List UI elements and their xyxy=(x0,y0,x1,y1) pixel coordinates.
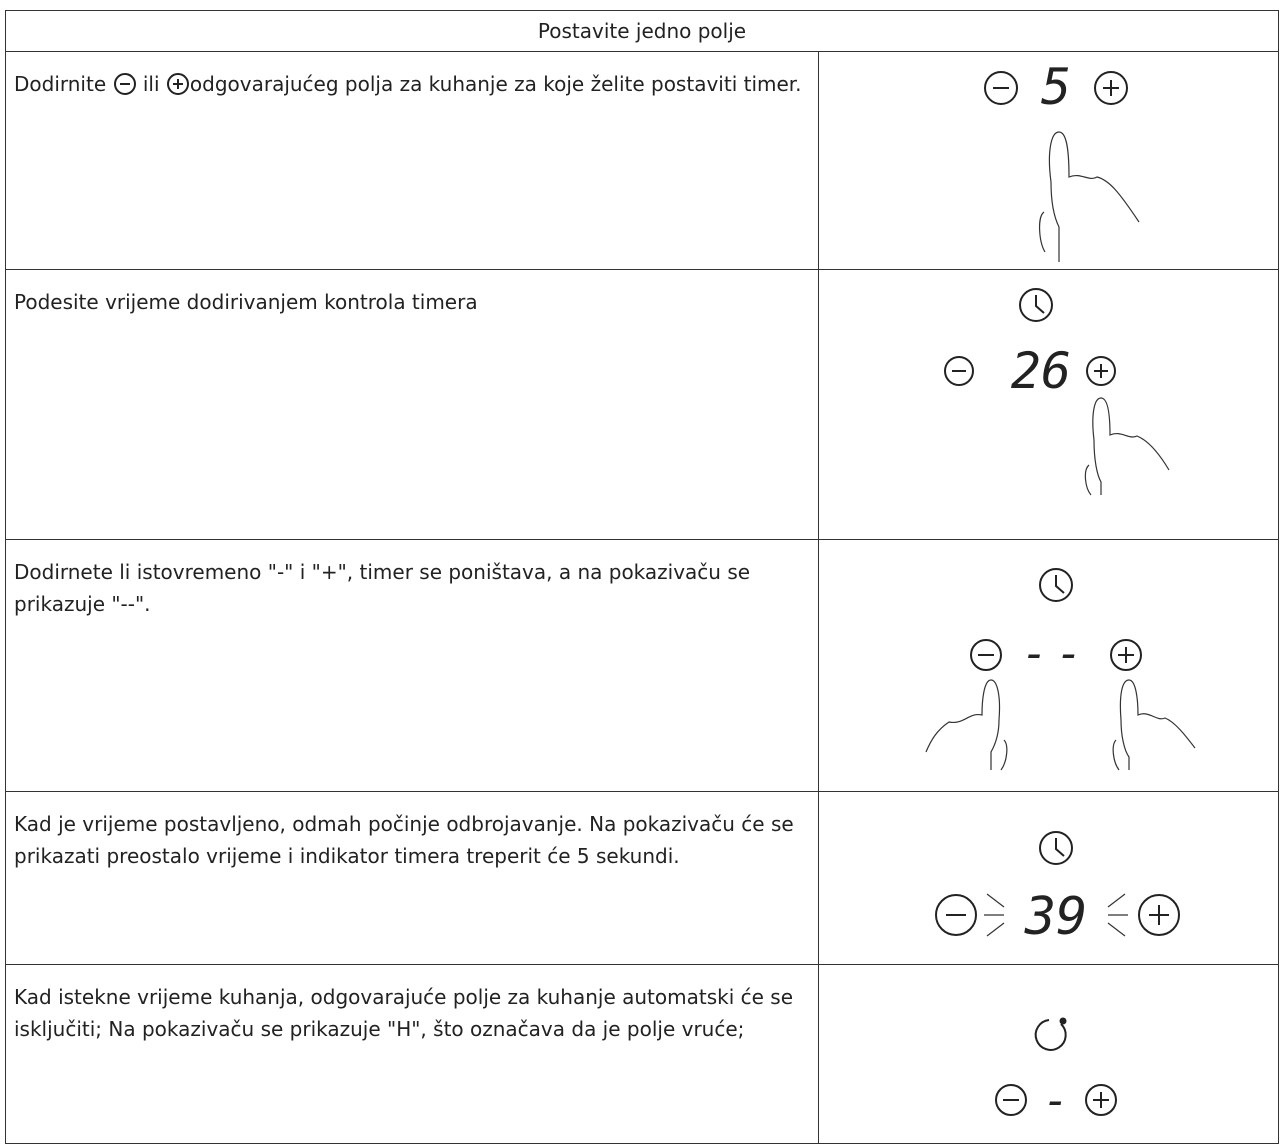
row-text: Kad istekne vrijeme kuhanja, odgovarajuć… xyxy=(5,964,819,1144)
row: Podesite vrijeme dodirivanjem kontrola t… xyxy=(5,269,1279,540)
timer-icon xyxy=(1039,831,1073,865)
minus-button xyxy=(995,1084,1027,1116)
illustration: -- xyxy=(925,568,1196,771)
display: - xyxy=(1043,1075,1070,1126)
plus-icon xyxy=(166,73,189,95)
timer-icon xyxy=(1019,288,1053,322)
row-text: Dodirnete li istovremeno "-" i "+", time… xyxy=(5,539,819,792)
illustration: 39 xyxy=(935,831,1180,947)
hand xyxy=(925,679,1008,771)
display: 39 xyxy=(1024,887,1088,947)
illustration-cell: - xyxy=(818,964,1279,1144)
minus-icon xyxy=(113,73,136,95)
table-header: Postavite jedno polje xyxy=(5,10,1279,52)
instruction-table: Postavite jedno polje Dodirnite ili odgo… xyxy=(5,10,1279,1144)
power-icon xyxy=(1034,1017,1067,1051)
illustration: - xyxy=(995,1017,1117,1126)
plus-button xyxy=(1110,639,1142,671)
row-text: Kad je vrijeme postavljeno, odmah počinj… xyxy=(5,791,819,965)
row-text: Dodirnite ili odgovarajućeg polja za kuh… xyxy=(5,51,819,270)
illustration: 26 xyxy=(944,288,1170,496)
illustration: 5 xyxy=(984,58,1140,262)
hand xyxy=(1084,397,1170,496)
text: odgovarajućeg polja za kuhanje za koje ž… xyxy=(189,72,802,96)
illustration-cell: 39 xyxy=(818,791,1279,965)
minus-button xyxy=(935,894,977,936)
header-row: Postavite jedno polje xyxy=(5,10,1279,52)
row-text: Podesite vrijeme dodirivanjem kontrola t… xyxy=(5,269,819,540)
row: Kad je vrijeme postavljeno, odmah počinj… xyxy=(5,791,1279,965)
row: Dodirnite ili odgovarajućeg polja za kuh… xyxy=(5,51,1279,270)
text: Dodirnite xyxy=(14,72,107,96)
display: -- xyxy=(1022,628,1091,679)
plus-button xyxy=(1138,894,1180,936)
text: ili xyxy=(142,72,160,96)
flash-lines xyxy=(984,893,1128,937)
plus-button xyxy=(1094,71,1128,105)
plus-button xyxy=(1086,356,1116,386)
minus-button xyxy=(984,71,1018,105)
plus-button xyxy=(1085,1084,1117,1116)
display: 26 xyxy=(1011,342,1071,400)
row: Kad istekne vrijeme kuhanja, odgovarajuć… xyxy=(5,964,1279,1144)
illustration-cell: 26 xyxy=(818,269,1279,540)
display: 5 xyxy=(1041,58,1071,116)
minus-button xyxy=(970,639,1002,671)
illustration-cell: -- xyxy=(818,539,1279,792)
hand xyxy=(1039,131,1140,262)
minus-button xyxy=(944,356,974,386)
hand xyxy=(1112,679,1196,771)
timer-icon xyxy=(1039,568,1073,602)
row: Dodirnete li istovremeno "-" i "+", time… xyxy=(5,539,1279,792)
illustration-cell: 5 xyxy=(818,51,1279,270)
